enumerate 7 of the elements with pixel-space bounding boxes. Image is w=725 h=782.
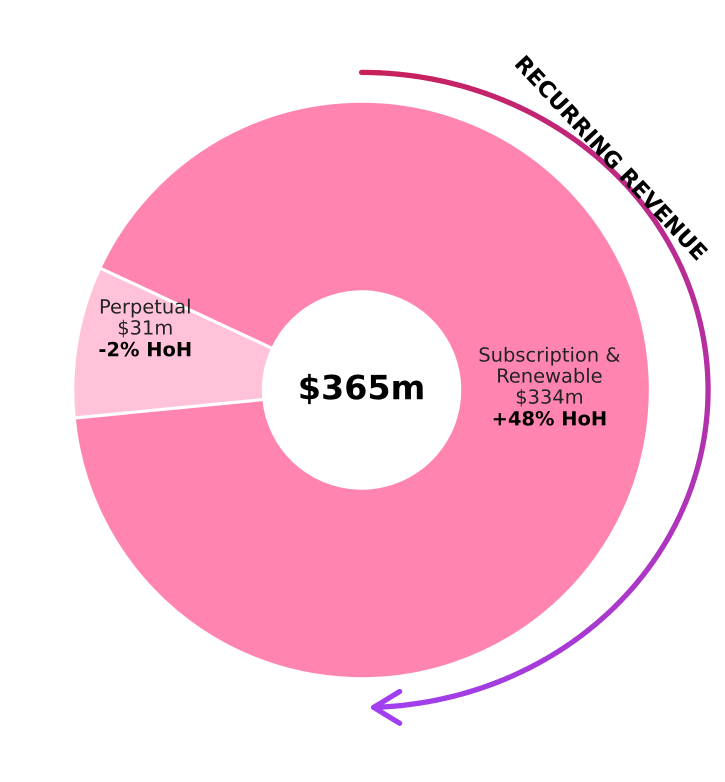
data-label: $334m [516, 388, 582, 407]
text: $365m [300, 374, 423, 404]
slice-label: Subscription & Renewable [480, 346, 620, 383]
text: +48% HoH [494, 410, 606, 426]
text: -2% HoH [99, 342, 190, 356]
data-label: $31m [118, 320, 172, 338]
slice-label: Perpetual [100, 298, 190, 318]
